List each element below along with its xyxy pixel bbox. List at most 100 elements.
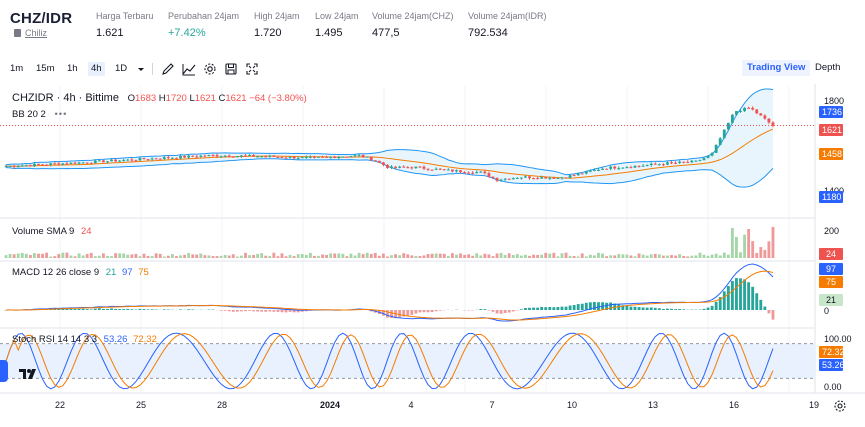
volume-bar [215,256,219,258]
candle-body [649,163,653,165]
macd-legend[interactable]: MACD 12 26 close 9 21 97 75 [12,267,149,278]
last-price-tag: 1621 [819,124,843,136]
volume-bar [353,255,357,258]
interval-15m[interactable]: 15m [36,63,55,74]
candle-body [556,177,560,179]
left-panel-handle[interactable] [0,360,8,382]
volume-bar [114,253,118,258]
candle-body [377,160,381,163]
candle-body [641,165,645,167]
volume-bar [53,256,57,258]
macd-hist-bar [304,310,308,312]
stat-label: Low 24jam [315,11,359,21]
candle-body [536,178,540,180]
interval-1m[interactable]: 1m [10,63,24,74]
candle-body [503,178,507,180]
tab-trading-view[interactable]: Trading View [742,60,811,76]
stoch-band-fill [0,343,815,379]
stoch-legend[interactable]: Stoch RSI 14 14 3 3 53.26 72.32 [12,334,157,345]
volume-bar [398,255,402,258]
candle-body [49,163,53,165]
macd-hist-bar [97,308,101,310]
candle-body [53,163,57,165]
candle-body [357,154,361,156]
candle-body [304,156,308,158]
candle-body [710,152,714,156]
candle-body [369,156,373,161]
legend-low: 1621 [194,93,216,104]
candle-body [645,164,649,166]
macd-hist-bar [645,307,649,310]
more-options-icon[interactable]: ••• [54,109,68,120]
volume-bar [722,252,726,258]
candle-body [191,155,195,157]
macd-hist-bar [284,310,288,313]
tradingview-logo-icon[interactable] [18,366,40,382]
volume-bar [45,252,49,258]
volume-legend[interactable]: Volume SMA 9 24 [12,226,92,237]
volume-bar [300,254,304,258]
macd-hist-bar [666,308,669,310]
candle-body [507,178,511,180]
draw-pen-icon[interactable] [160,61,176,77]
volume-bar [511,254,515,258]
candle-body [333,156,337,159]
indicators-icon[interactable] [181,61,197,77]
bb-legend[interactable]: BB 20 2 ••• [12,109,67,120]
volume-bar [276,256,280,258]
candle-body [625,167,629,169]
volume-bar [390,255,393,258]
legend-open: 1683 [135,93,157,104]
chart-canvas[interactable] [0,84,865,427]
macd-hist-bar [613,303,617,310]
candle-body [751,107,755,110]
interval-4h[interactable]: 4h [88,62,105,76]
macd-hist-bar [670,308,673,310]
volume-bar [739,252,742,258]
candle-body [690,160,694,163]
stat-value: 1.621 [96,27,124,39]
macd-hist-bar [560,306,564,310]
volume-bar [763,249,767,258]
candle-body [653,163,657,165]
volume-bar [491,256,495,258]
volume-bar [483,253,487,258]
chart-settings-icon[interactable] [833,399,847,413]
volume-bar [690,255,694,258]
settings-gear-icon[interactable] [202,61,218,77]
volume-bar [219,255,223,258]
pair-block: CHZ/IDR [10,10,72,27]
candle-body [85,162,89,164]
snapshot-icon[interactable] [223,61,239,77]
legend-high: 1720 [165,93,187,104]
macd-hist-bar [621,305,625,310]
legend-o-label: O [127,93,135,104]
candle-body [613,166,617,169]
tab-depth[interactable]: Depth [815,62,841,73]
volume-bar [730,227,734,258]
macd-hist-bar [759,299,763,310]
coin-name-link[interactable]: Chiliz [14,28,47,38]
dropdown-caret-icon[interactable] [133,61,149,77]
volume-bar [580,253,584,258]
stat-value: 1.720 [254,27,282,39]
candle-body [560,177,564,179]
candle-body [552,177,556,179]
trading-chart[interactable]: CHZIDR · 4h · Bittime O1683 H1720 L1621 … [0,84,865,427]
macd-hist-bar [495,310,499,314]
candle-body [292,156,296,159]
macd-hist-bar [381,310,385,316]
candle-body [20,165,24,167]
candle-body [256,156,260,158]
macd-hist-bar [755,293,759,310]
interval-1d[interactable]: 1D [115,63,128,74]
volume-bar [402,253,406,258]
stat-label: Volume 24jam(IDR) [468,11,547,21]
candle-body [605,168,609,170]
fullscreen-icon[interactable] [244,61,260,77]
macd-hist-bar [77,308,81,310]
macd-hist-bar [507,310,511,313]
candle-body [528,176,531,179]
interval-1h[interactable]: 1h [67,63,78,74]
volume-bar [487,254,491,258]
